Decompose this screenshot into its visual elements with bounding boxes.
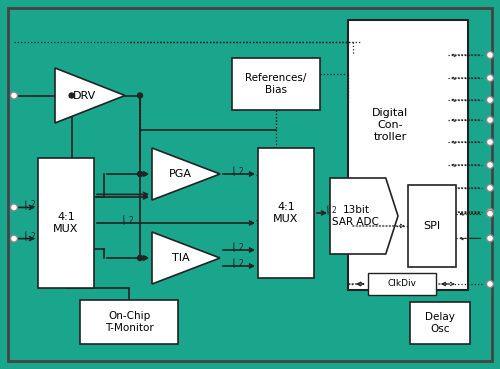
Bar bbox=[368, 273, 436, 295]
Circle shape bbox=[486, 117, 494, 124]
Text: /: / bbox=[230, 243, 237, 254]
Text: 4:1
MUX: 4:1 MUX bbox=[274, 202, 298, 224]
Text: TIA: TIA bbox=[172, 253, 190, 263]
Text: Digital
Con-
troller: Digital Con- troller bbox=[372, 108, 408, 142]
Circle shape bbox=[486, 184, 494, 192]
Text: /: / bbox=[230, 259, 237, 269]
Text: /: / bbox=[22, 200, 30, 211]
Circle shape bbox=[486, 235, 494, 242]
Text: Delay
Osc: Delay Osc bbox=[425, 312, 455, 334]
Text: /: / bbox=[324, 206, 332, 216]
Bar bbox=[258, 148, 314, 278]
Polygon shape bbox=[152, 148, 220, 200]
Circle shape bbox=[69, 93, 74, 98]
Circle shape bbox=[486, 75, 494, 82]
Text: 2: 2 bbox=[30, 232, 35, 241]
Circle shape bbox=[10, 235, 18, 242]
Polygon shape bbox=[330, 178, 398, 254]
Text: 2: 2 bbox=[30, 200, 35, 209]
Text: /: / bbox=[120, 215, 128, 226]
Text: /: / bbox=[230, 167, 237, 177]
Bar bbox=[410, 302, 470, 344]
Text: 2: 2 bbox=[238, 259, 243, 268]
Text: 2: 2 bbox=[332, 206, 337, 215]
Text: 4:1
MUX: 4:1 MUX bbox=[54, 212, 78, 234]
Bar bbox=[348, 20, 468, 290]
Circle shape bbox=[486, 280, 494, 287]
Circle shape bbox=[138, 172, 142, 176]
Circle shape bbox=[486, 97, 494, 103]
Circle shape bbox=[10, 92, 18, 99]
Circle shape bbox=[486, 138, 494, 145]
Text: 2: 2 bbox=[238, 243, 243, 252]
Bar bbox=[38, 158, 94, 288]
Text: 13bit
SAR ADC: 13bit SAR ADC bbox=[332, 205, 380, 227]
Text: 2: 2 bbox=[128, 216, 133, 225]
Text: PGA: PGA bbox=[169, 169, 192, 179]
Bar bbox=[408, 185, 456, 267]
Bar bbox=[232, 58, 320, 110]
Circle shape bbox=[138, 255, 142, 261]
Text: On-Chip
T-Monitor: On-Chip T-Monitor bbox=[104, 311, 154, 333]
Circle shape bbox=[486, 208, 494, 215]
Circle shape bbox=[138, 93, 142, 98]
Text: /: / bbox=[22, 231, 30, 242]
Text: SPI: SPI bbox=[424, 221, 440, 231]
Text: ClkDiv: ClkDiv bbox=[388, 279, 416, 289]
Polygon shape bbox=[152, 232, 220, 284]
Polygon shape bbox=[55, 68, 125, 123]
Bar bbox=[80, 300, 178, 344]
Text: 2: 2 bbox=[238, 167, 243, 176]
Circle shape bbox=[486, 162, 494, 169]
Text: DRV: DRV bbox=[73, 90, 96, 100]
Circle shape bbox=[486, 210, 494, 217]
Circle shape bbox=[486, 52, 494, 59]
Text: References/
Bias: References/ Bias bbox=[246, 73, 306, 95]
Circle shape bbox=[10, 204, 18, 211]
